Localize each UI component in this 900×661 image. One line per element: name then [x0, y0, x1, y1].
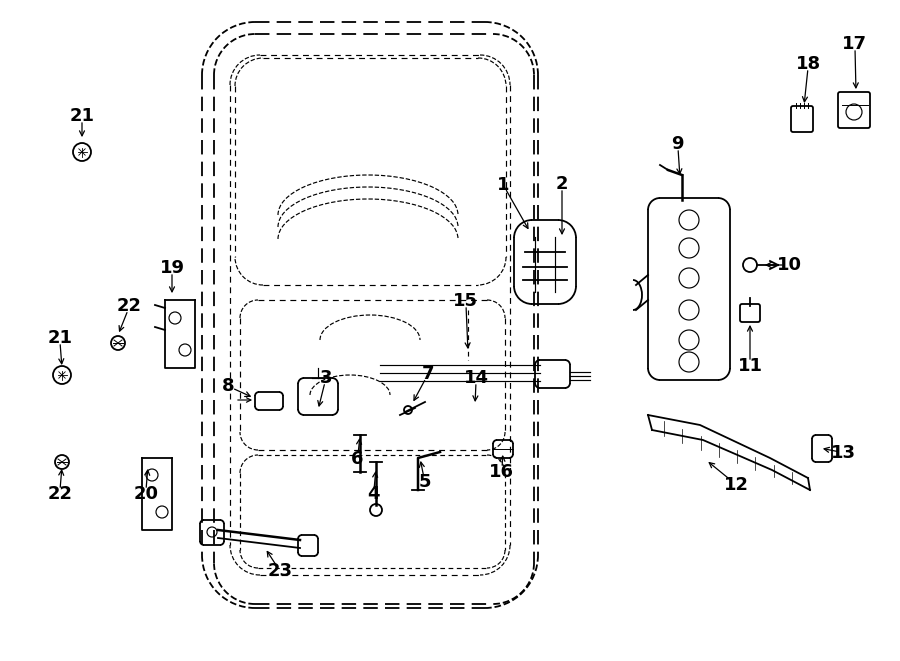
Text: 22: 22: [47, 485, 72, 503]
Text: 23: 23: [267, 563, 293, 580]
Text: 1: 1: [497, 176, 509, 194]
Text: 20: 20: [133, 485, 158, 503]
Text: 3: 3: [320, 369, 332, 387]
Text: 17: 17: [842, 35, 868, 53]
Text: 12: 12: [724, 475, 749, 494]
Text: 19: 19: [159, 259, 184, 277]
Text: 15: 15: [454, 292, 478, 310]
Text: 22: 22: [117, 297, 142, 315]
Text: 2: 2: [556, 175, 568, 193]
Text: 9: 9: [671, 135, 684, 153]
Text: 14: 14: [464, 369, 489, 387]
Text: 21: 21: [69, 107, 94, 125]
Text: 13: 13: [832, 444, 857, 462]
Text: 5: 5: [418, 473, 431, 491]
Text: 16: 16: [490, 463, 514, 481]
Text: 8: 8: [222, 377, 235, 395]
Text: 6: 6: [351, 450, 364, 468]
Text: 7: 7: [421, 366, 434, 383]
Text: 18: 18: [796, 55, 821, 73]
Text: 4: 4: [367, 485, 380, 503]
Text: 21: 21: [47, 329, 72, 347]
Text: 11: 11: [737, 357, 762, 375]
Text: 10: 10: [777, 256, 802, 274]
